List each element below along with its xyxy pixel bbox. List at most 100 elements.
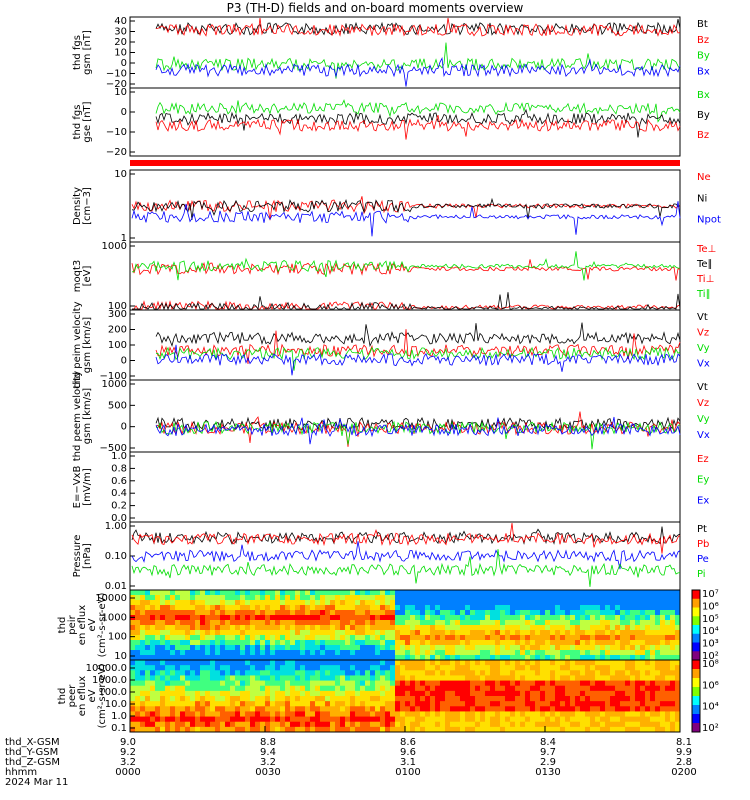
spectrogram-cell — [575, 600, 581, 606]
spectrogram-cell — [230, 615, 236, 621]
spectrogram-cell — [285, 640, 291, 646]
spectrogram-cell — [220, 655, 226, 661]
spectrogram-cell — [630, 655, 636, 661]
spectrogram-cell — [145, 620, 151, 626]
spectrogram-cell — [535, 590, 541, 596]
spectrogram-cell — [590, 645, 596, 651]
spectrogram-cell — [385, 600, 391, 606]
spectrogram-cell — [665, 660, 671, 666]
spectrogram-cell — [155, 726, 161, 733]
spectrogram-cell — [520, 706, 526, 712]
spectrogram-cell — [345, 711, 351, 718]
spectrogram-cell — [465, 716, 471, 723]
spectrogram-cell — [595, 640, 601, 646]
spectrogram-cell — [175, 625, 181, 631]
spectrogram-cell — [395, 640, 401, 646]
spectrogram-cell — [570, 675, 576, 682]
spectrogram-cell — [265, 595, 271, 601]
spectrogram-cell — [520, 670, 526, 676]
spectrogram-cell — [630, 721, 636, 728]
spectrogram-cell — [670, 635, 676, 641]
spectrogram-cell — [445, 640, 451, 646]
spectrogram-cell — [275, 590, 281, 596]
spectrogram-cell — [595, 655, 601, 661]
spectrogram-cell — [330, 690, 336, 697]
spectrogram-cell — [135, 670, 141, 676]
spectrogram-cell — [370, 685, 376, 692]
spectrogram-cell — [435, 711, 441, 718]
spectrogram-cell — [445, 696, 451, 702]
spectrogram-cell — [555, 610, 561, 616]
spectrogram-cell — [150, 615, 156, 621]
spectrogram-cell — [290, 640, 296, 646]
spectrogram-cell — [670, 675, 676, 682]
spectrogram-cell — [575, 640, 581, 646]
spectrogram-cell — [430, 635, 436, 641]
spectrogram-cell — [295, 716, 301, 723]
spectrogram-cell — [235, 680, 241, 687]
spectrogram-cell — [525, 665, 531, 671]
spectrogram-cell — [335, 706, 341, 712]
colorbar-tick-label: 10² — [702, 651, 719, 662]
spectrogram-cell — [310, 680, 316, 687]
spectrogram-cell — [350, 706, 356, 712]
spectrogram-cell — [150, 610, 156, 616]
spectrogram-cell — [610, 660, 616, 666]
spectrogram-cell — [515, 635, 521, 641]
spectrogram-cell — [305, 600, 311, 606]
spectrogram-cell — [505, 655, 511, 661]
spectrogram-cell — [265, 690, 271, 697]
spectrogram-cell — [635, 625, 641, 631]
spectrogram-cell — [180, 615, 186, 621]
spectrogram-cell — [400, 625, 406, 631]
spectrogram-cell — [230, 595, 236, 601]
spectrogram-cell — [620, 650, 626, 656]
spectrogram-cell — [435, 610, 441, 616]
spectrogram-cell — [595, 706, 601, 712]
spectrogram-cell — [145, 701, 151, 707]
spectrogram-cell — [305, 630, 311, 636]
spectrogram-cell — [515, 595, 521, 601]
y-tick-label: 100 — [108, 340, 127, 351]
spectrogram-cell — [500, 706, 506, 712]
spectrogram-cell — [530, 645, 536, 651]
spectrogram-cell — [380, 625, 386, 631]
spectrogram-cell — [180, 640, 186, 646]
spectrogram-cell — [385, 645, 391, 651]
spectrogram-cell — [345, 630, 351, 636]
spectrogram-cell — [625, 590, 631, 596]
spectrogram-cell — [205, 655, 211, 661]
spectrogram-cell — [545, 605, 551, 611]
spectrogram-cell — [455, 630, 461, 636]
spectrogram-cell — [515, 620, 521, 626]
spectrogram-cell — [390, 590, 396, 596]
spectrogram-cell — [365, 650, 371, 656]
legend-Bz: Bz — [697, 130, 709, 141]
spectrogram-cell — [400, 690, 406, 697]
spectrogram-cell — [660, 650, 666, 656]
spectrogram-cell — [425, 620, 431, 626]
spectrogram-cell — [210, 675, 216, 682]
spectrogram-cell — [310, 690, 316, 697]
spectrogram-cell — [565, 645, 571, 651]
spectrogram-cell — [385, 706, 391, 712]
spectrogram-cell — [290, 625, 296, 631]
spectrogram-cell — [550, 670, 556, 676]
spectrogram-cell — [510, 706, 516, 712]
spectrogram-cell — [660, 721, 666, 728]
colorbar-segment — [692, 590, 700, 600]
spectrogram-cell — [310, 706, 316, 712]
spectrogram-cell — [255, 716, 261, 723]
spectrogram-cell — [565, 630, 571, 636]
spectrogram-cell — [460, 615, 466, 621]
spectrogram-cell — [490, 670, 496, 676]
spectrogram-cell — [645, 590, 651, 596]
spectrogram-cell — [150, 696, 156, 702]
spectrogram-cell — [365, 670, 371, 676]
spectrogram-cell — [355, 670, 361, 676]
spectrogram-cell — [160, 706, 166, 712]
spectrogram-cell — [650, 640, 656, 646]
spectrogram-cell — [675, 665, 681, 671]
spectrogram-cell — [650, 670, 656, 676]
spectrogram-cell — [245, 595, 251, 601]
